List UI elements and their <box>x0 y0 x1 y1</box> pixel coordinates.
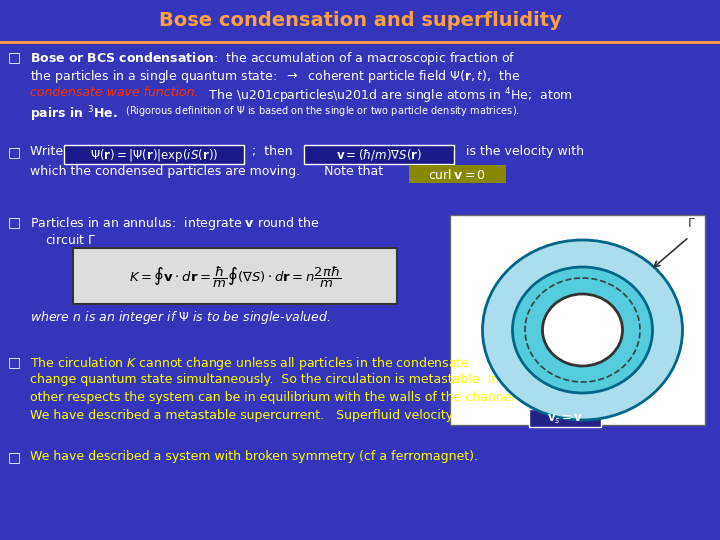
Text: $K = \oint \mathbf{v} \cdot d\mathbf{r} = \dfrac{\hbar}{m}\oint(\nabla S)\cdot d: $K = \oint \mathbf{v} \cdot d\mathbf{r} … <box>129 265 341 289</box>
Text: ;  then: ; then <box>248 145 297 158</box>
Text: change quantum state simultaneously.  So the circulation is metastable. In: change quantum state simultaneously. So … <box>30 373 499 386</box>
Text: is the velocity with: is the velocity with <box>458 145 584 158</box>
Text: The circulation $K$ cannot change unless all particles in the condensate: The circulation $K$ cannot change unless… <box>30 355 470 372</box>
FancyBboxPatch shape <box>73 248 397 304</box>
Text: Write: Write <box>30 145 67 158</box>
Bar <box>450 215 705 425</box>
Text: pairs in $^3$He.: pairs in $^3$He. <box>30 104 117 124</box>
Text: $\bf{Bose\ or\ BCS\ condensation}$:  the accumulation of a macroscopic fraction : $\bf{Bose\ or\ BCS\ condensation}$: the … <box>30 50 516 67</box>
Text: $\mathbf{v}_s = \mathbf{v}$: $\mathbf{v}_s = \mathbf{v}$ <box>546 413 583 426</box>
Text: other respects the system can be in equilibrium with the walls of the channel.: other respects the system can be in equi… <box>30 391 519 404</box>
Text: □: □ <box>8 215 21 229</box>
Text: $\Gamma$: $\Gamma$ <box>687 217 696 230</box>
Text: □: □ <box>8 145 21 159</box>
Ellipse shape <box>513 267 652 393</box>
Text: circuit $\Gamma$: circuit $\Gamma$ <box>45 233 96 247</box>
Text: □: □ <box>8 450 21 464</box>
Text: which the condensed particles are moving.      Note that: which the condensed particles are moving… <box>30 165 387 178</box>
Text: □: □ <box>8 50 21 64</box>
Text: We have described a system with broken symmetry (cf a ferromagnet).: We have described a system with broken s… <box>30 450 478 463</box>
Text: The \u201cparticles\u201d are single atoms in $^4$He;  atom: The \u201cparticles\u201d are single ato… <box>201 86 573 106</box>
FancyBboxPatch shape <box>529 409 601 427</box>
Text: $\mathbf{v} = (\hbar/m)\nabla S(\mathbf{r})$: $\mathbf{v} = (\hbar/m)\nabla S(\mathbf{… <box>336 147 422 163</box>
Text: Bose condensation and superfluidity: Bose condensation and superfluidity <box>158 11 562 30</box>
Text: Particles in an annulus:  integrate $\mathbf{v}$ round the: Particles in an annulus: integrate $\mat… <box>30 215 320 232</box>
Text: condensate wave function.: condensate wave function. <box>30 86 199 99</box>
Text: □: □ <box>8 355 21 369</box>
Text: (Rigorous definition of $\Psi$ is based on the single or two particle density ma: (Rigorous definition of $\Psi$ is based … <box>119 104 520 118</box>
FancyBboxPatch shape <box>409 165 506 183</box>
Text: where $n$ is an integer if $\Psi$ is to be single-valued.: where $n$ is an integer if $\Psi$ is to … <box>30 309 330 326</box>
FancyBboxPatch shape <box>304 145 454 164</box>
FancyBboxPatch shape <box>64 145 244 164</box>
Bar <box>0 0 720 42</box>
Text: $\mathrm{curl}\,\mathbf{v} = 0$: $\mathrm{curl}\,\mathbf{v} = 0$ <box>428 168 486 182</box>
Text: the particles in a single quantum state:  $\rightarrow$  coherent particle field: the particles in a single quantum state:… <box>30 68 521 85</box>
Ellipse shape <box>482 240 683 420</box>
Text: We have described a metastable supercurrent.   Superfluid velocity: We have described a metastable supercurr… <box>30 409 457 422</box>
Ellipse shape <box>542 294 623 366</box>
Text: $\Psi(\mathbf{r}) = |\Psi(\mathbf{r})|\exp(iS(\mathbf{r}))$: $\Psi(\mathbf{r}) = |\Psi(\mathbf{r})|\e… <box>90 146 218 164</box>
